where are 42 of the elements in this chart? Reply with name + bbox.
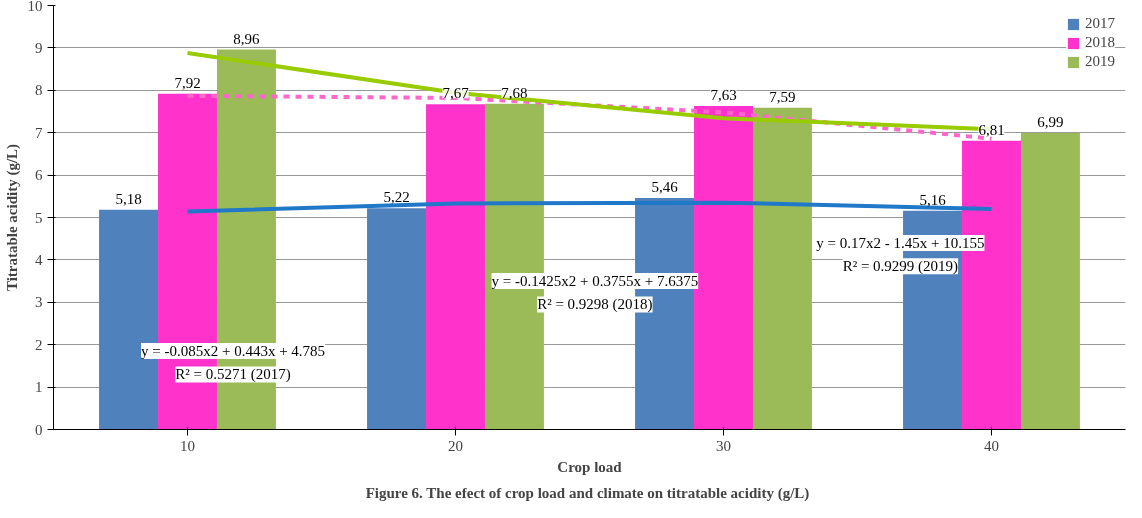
x-tick-label: 20 [448,437,463,454]
legend-label: 2018 [1085,34,1115,51]
data-label: 5,46 [651,179,679,195]
annotation: y = -0.085x2 + 0.443x + 4.785 [141,343,326,360]
y-tick-label: 5 [35,209,43,226]
x-tick-label: 10 [180,437,195,454]
bar [1020,133,1080,430]
data-label: 7,68 [501,84,528,101]
y-tick-label: 10 [27,0,43,14]
y-tick-label: 4 [35,251,43,268]
data-label: 7,59 [769,88,796,105]
data-label: 8,96 [233,30,261,47]
data-label: 7,63 [710,86,737,103]
y-tick-label: 8 [35,82,43,99]
data-label: 6,99 [1037,114,1064,131]
bar [99,209,159,430]
y-tick-label: 1 [35,379,43,396]
annotation: y = -0.1425x2 + 0.3755x + 7.6375 [491,273,699,290]
annotation: R² = 0.5271 (2017) [175,366,291,384]
annotation: R² = 0.9298 (2018) [537,296,653,314]
data-label: 5,18 [115,190,142,207]
x-tick-label: 40 [984,437,999,454]
data-label: 7,92 [174,74,201,91]
x-tick-label: 30 [716,437,731,454]
data-label: 5,16 [919,191,947,208]
bar [426,104,485,430]
y-tick-label: 3 [35,294,43,311]
bar [367,208,427,430]
annotation: y = 0.17x2 - 1.45x + 10.155 [816,234,985,251]
y-tick-label: 2 [35,336,43,353]
y-tick-label: 7 [35,124,43,141]
y-tick-label: 9 [35,39,43,56]
x-axis-title: Crop load [557,458,623,475]
y-tick-label: 6 [35,167,43,184]
text: Figure 6. The efect of crop load and climate on titratable acidity (g/L) [365,484,810,502]
y-axis-title: Titratable acidity (g/L) [3,143,21,292]
bar [752,107,812,430]
y-tick-label: 0 [35,421,43,438]
legend-label: 2017 [1085,15,1115,32]
legend-label: 2019 [1085,53,1115,70]
data-label: 5,22 [383,189,410,206]
annotation: R² = 0.9299 (2019) [842,258,959,276]
